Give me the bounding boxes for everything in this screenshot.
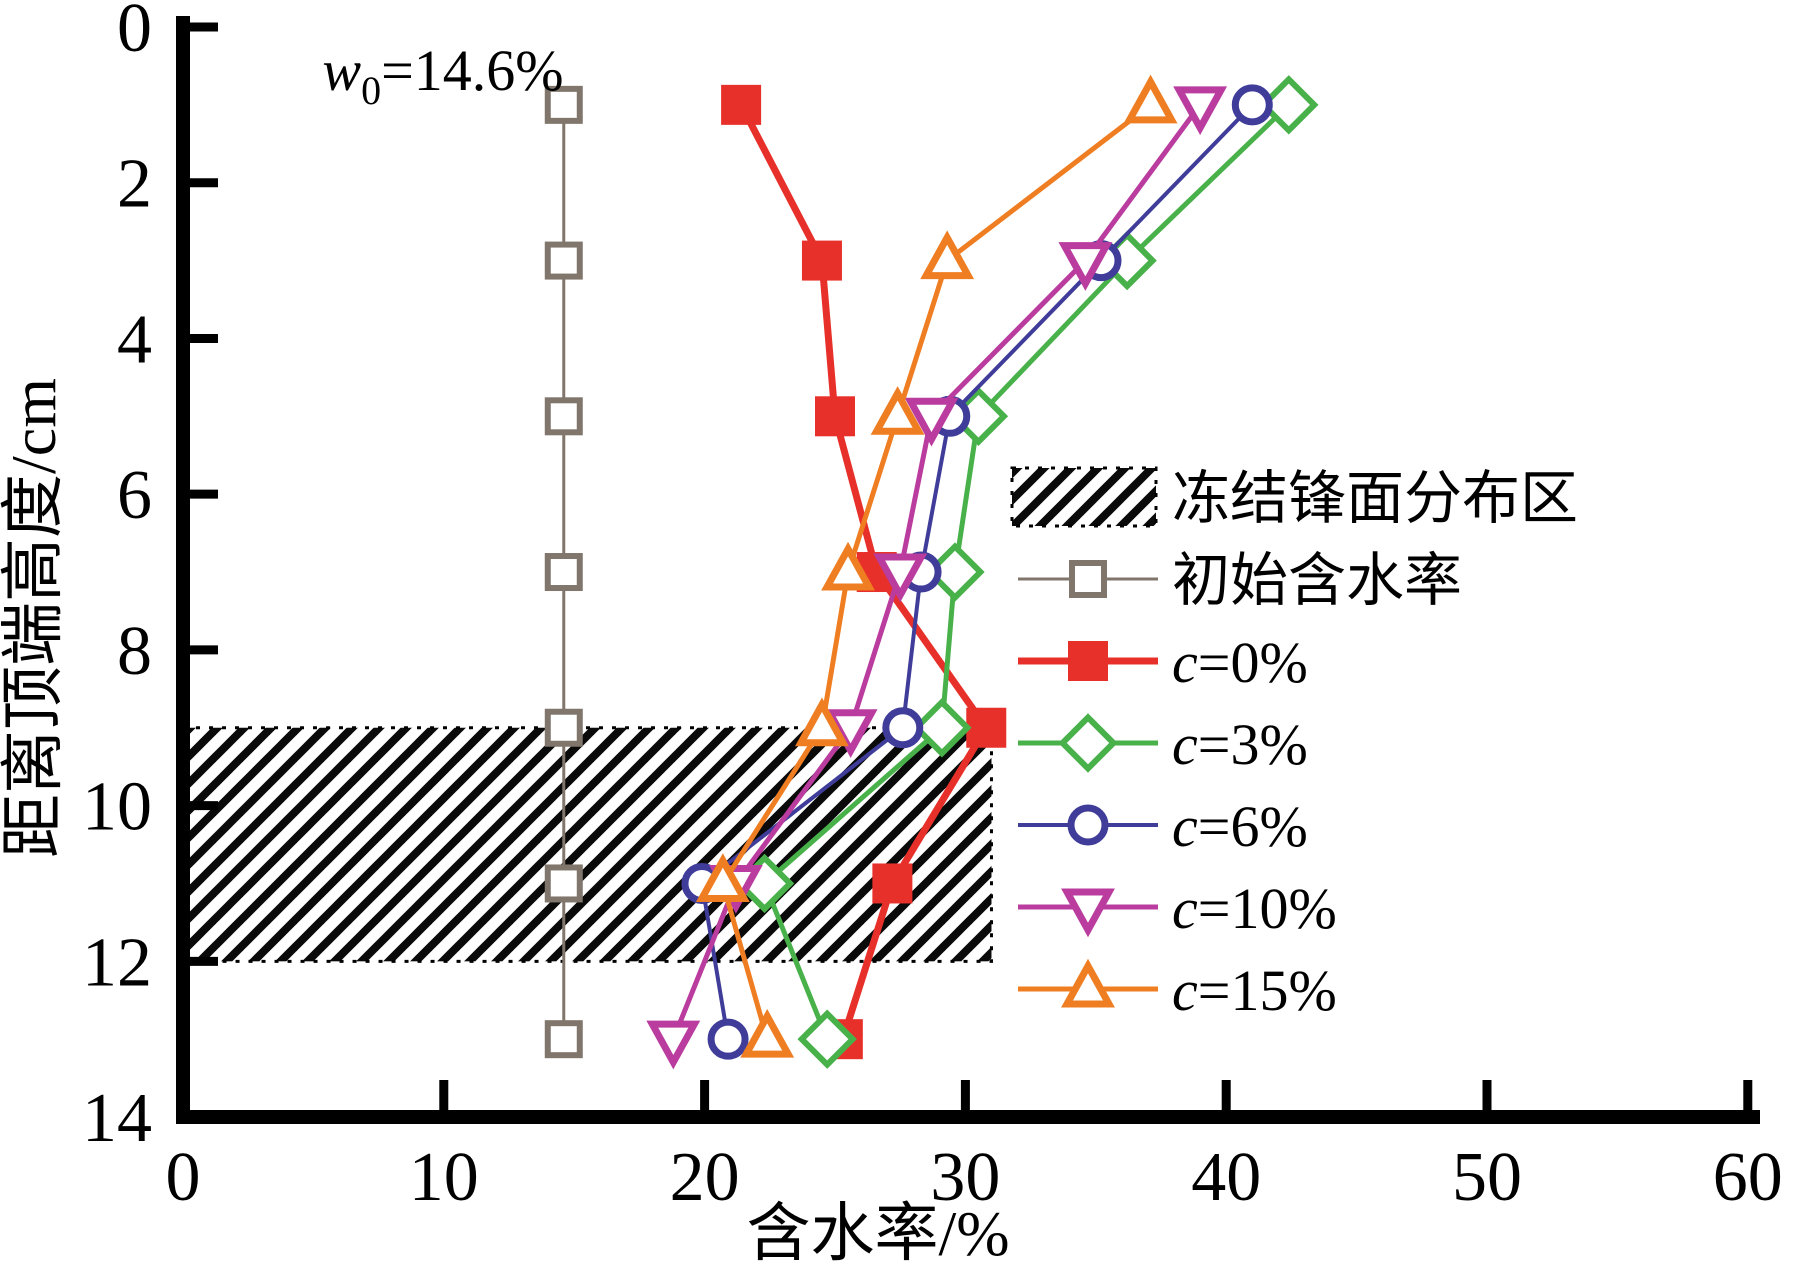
series-c10-marker	[873, 553, 928, 603]
annotation-value: =14.6%	[381, 38, 564, 103]
legend-label-value: =15%	[1198, 958, 1337, 1023]
x-axis-title: 含水率/%	[746, 1198, 1009, 1269]
frozen-front-band-border	[181, 726, 993, 963]
legend-marker-swatch	[1067, 804, 1109, 846]
legend-label-variable: c	[1172, 712, 1198, 777]
x-axis-tick-label: 30	[930, 1139, 1000, 1216]
series-initial-marker	[544, 708, 583, 747]
series-initial-marker	[544, 864, 583, 903]
legend-label: 冻结锋面分布区	[1172, 466, 1578, 531]
annotation-subscript: 0	[361, 68, 381, 113]
frozen-front-band-layer	[181, 726, 993, 963]
legend-label-variable: c	[1172, 876, 1198, 941]
legend-label-value: =3%	[1198, 712, 1308, 777]
series-c3-marker	[912, 698, 972, 758]
legend-item: c=0%	[1018, 630, 1308, 695]
legend-label: c=0%	[1172, 630, 1308, 695]
y-axis-tick-label: 6	[117, 457, 152, 534]
legend-label: 初始含水率	[1172, 548, 1462, 613]
y-axis-tick-label: 14	[82, 1080, 152, 1157]
legend-item: c=15%	[1018, 958, 1337, 1023]
series-c0-marker	[872, 863, 913, 904]
series-c3-marker	[925, 542, 985, 602]
series-c10-marker	[1173, 86, 1228, 136]
series-c15-marker	[870, 386, 925, 435]
legend-item: c=3%	[1018, 712, 1308, 777]
annotation-variable: w	[322, 38, 361, 103]
x-axis-tick-label: 50	[1452, 1139, 1522, 1216]
y-axis-tick-label: 4	[117, 301, 152, 378]
y-axis-tick-label: 10	[82, 769, 152, 846]
series-initial-marker	[544, 1020, 583, 1059]
series-c15-marker	[1123, 74, 1178, 124]
legend-marker-swatch	[1058, 713, 1118, 773]
legend-item: 冻结锋面分布区	[1010, 466, 1578, 531]
y-axis-tick-label: 2	[117, 146, 152, 223]
x-axis-tick-label: 0	[166, 1139, 201, 1216]
series-initial-marker	[544, 397, 583, 436]
series-initial-marker	[544, 85, 583, 124]
series-c0-marker	[721, 84, 762, 125]
legend-item: c=10%	[1018, 876, 1337, 941]
series-c15-marker	[920, 230, 975, 280]
series-layer	[544, 74, 1319, 1070]
series-c10-marker	[1058, 242, 1113, 291]
series-initial-marker	[544, 241, 583, 280]
x-axis-tick-label: 20	[670, 1139, 740, 1216]
series-c15-marker	[695, 853, 750, 902]
x-axis-tick-label: 60	[1713, 1139, 1783, 1216]
series-c0-marker	[815, 396, 855, 437]
series-c3-marker	[797, 1009, 857, 1069]
series-initial-marker	[544, 553, 583, 592]
series-c15-marker	[740, 1008, 795, 1058]
series-c6-marker	[707, 1018, 749, 1060]
legend-label: c=6%	[1172, 794, 1308, 859]
legend-hatch-swatch	[1012, 468, 1156, 526]
legend-label-value: =10%	[1198, 876, 1337, 941]
series-c15-marker	[821, 541, 875, 591]
initial-moisture-annotation: w0=14.6%	[322, 38, 563, 113]
frozen-front-band	[183, 727, 992, 962]
legend-marker-swatch	[1068, 641, 1108, 681]
legend-marker-swatch	[1069, 560, 1107, 598]
y-axis-tick-label: 8	[117, 613, 152, 690]
x-axis-tick-label: 10	[409, 1139, 479, 1216]
series-c3-marker	[1259, 75, 1319, 135]
legend-label-value: =0%	[1198, 630, 1308, 695]
legend-marker-swatch	[1061, 888, 1115, 938]
legend-label: c=15%	[1172, 958, 1337, 1023]
series-c0-marker	[801, 240, 842, 281]
legend-label-variable: c	[1172, 958, 1198, 1023]
y-axis-title: 距离顶端高度/cm	[0, 378, 69, 858]
y-axis-tick-label: 0	[117, 0, 152, 67]
series-c15-marker	[795, 697, 849, 747]
legend-item: 初始含水率	[1018, 548, 1462, 613]
legend-label-variable: c	[1172, 794, 1198, 859]
series-c10-marker	[904, 397, 959, 447]
series-c0-marker	[966, 707, 1007, 748]
legend-label-value: =6%	[1198, 794, 1308, 859]
y-axis-tick-label: 12	[82, 924, 152, 1001]
x-axis-tick-label: 40	[1191, 1139, 1261, 1216]
legend-marker-swatch	[1061, 958, 1115, 1008]
legend-label: c=10%	[1172, 876, 1337, 941]
series-c10-marker	[646, 1020, 701, 1070]
series-c6-marker	[882, 707, 924, 749]
legend-hatch-swatch-border	[1010, 466, 1158, 528]
legend-label-variable: c	[1172, 630, 1198, 695]
series-c6-marker	[1231, 84, 1273, 126]
legend-label: c=3%	[1172, 712, 1308, 777]
legend-item: c=6%	[1018, 794, 1308, 859]
